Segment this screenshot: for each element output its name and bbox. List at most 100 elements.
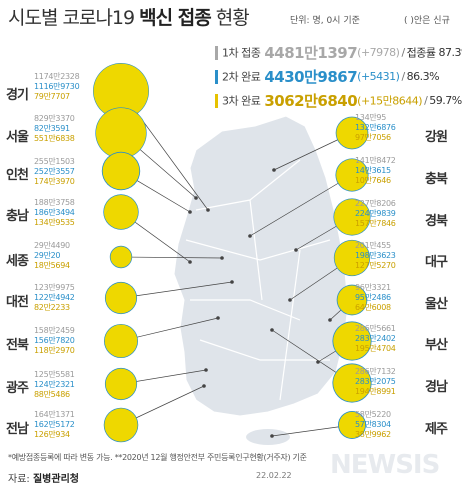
legend-bar (215, 69, 218, 84)
stat-d2: 162만5172 (34, 420, 75, 429)
leader-dot (216, 316, 220, 320)
bubble-dose3-대구 (334, 240, 370, 276)
region-label: 전남 (6, 422, 29, 437)
stat-d3: 157만7846 (355, 219, 396, 228)
stat-d3: 118만2970 (34, 346, 75, 355)
jeju-island-shape (246, 429, 290, 445)
region-label: 제주 (425, 422, 448, 437)
region-stats: 286만5661 283만2402 195만4704 (355, 324, 396, 354)
stat-d3: 127만5270 (355, 261, 396, 270)
bubbles (93, 63, 372, 443)
legend-bar (215, 93, 218, 108)
stat-d2: 124만2321 (34, 380, 75, 389)
region-label: 서울 (6, 130, 29, 145)
stat-d1: 123만9975 (34, 283, 75, 292)
stat-d2: 132만6876 (355, 123, 396, 132)
region-stats: 164만1371 162만5172 126만934 (34, 410, 75, 440)
leader-line (120, 281, 233, 299)
region-label: 충북 (425, 172, 448, 187)
source: 자료: 질병관리청 (8, 474, 79, 485)
stat-d3: 38만9962 (355, 430, 391, 439)
stat-d2: 252만3557 (34, 167, 75, 176)
unit-note: 단위: 명, 0시 기준 (290, 16, 360, 26)
leader-dot (248, 234, 252, 238)
stat-d1: 286만5661 (355, 324, 396, 333)
legend-dose3: 3차 완료 3062만6840(+15만8644)/59.7% (215, 90, 462, 110)
stat-d2: 95만2486 (355, 293, 391, 302)
stat-d1: 58만5220 (355, 410, 391, 419)
stat-d2: 14만3615 (355, 166, 391, 175)
region-label: 경남 (425, 380, 448, 395)
stat-d1: 829만3370 (34, 114, 75, 123)
stat-d3: 88만5486 (34, 390, 70, 399)
bubble-dose3-충남 (103, 194, 139, 230)
bubble-dose3-부산 (333, 322, 371, 360)
region-stats: 255만1503 252만3557 174만3970 (34, 157, 75, 187)
page-title: 시도별 코로나19 백신 접종 현황 (8, 7, 250, 29)
bubble-dose3-인천 (102, 152, 140, 190)
bubble-dose3-충북 (336, 159, 368, 191)
stat-d3: 174만3970 (34, 177, 75, 186)
bubble-dose3-경남 (333, 364, 371, 402)
stat-d3: 134만9535 (34, 218, 75, 227)
region-label: 인천 (6, 168, 29, 183)
leader-dot (188, 210, 192, 214)
stat-d2: 156만7820 (34, 336, 75, 345)
leader-dot (202, 384, 206, 388)
leader-line (249, 174, 353, 237)
leader-dot (194, 196, 198, 200)
leader-dot (328, 318, 332, 322)
stat-d2: 57만8304 (355, 420, 391, 429)
region-stats: 141만8472 14만3615 10만7646 (355, 156, 396, 186)
region-label: 대구 (425, 255, 448, 270)
stat-d3: 551만6838 (34, 134, 75, 143)
bubble-dose3-경북 (334, 199, 370, 235)
stat-d1: 29만4490 (34, 241, 70, 250)
stat-d3: 126만934 (34, 430, 70, 439)
bubble-dose3-광주 (105, 368, 137, 400)
leader-dot (288, 298, 292, 302)
stat-d2: 29만20 (34, 251, 61, 260)
region-label: 세종 (6, 254, 29, 269)
stat-d1: 96만3321 (355, 283, 391, 292)
bubble-dose3-서울 (95, 107, 147, 159)
stat-d3: 10만7646 (355, 176, 391, 185)
region-stats: 58만5220 57만8304 38만9962 (355, 410, 391, 440)
stat-d3: 18만5694 (34, 261, 70, 270)
leader-dot (270, 434, 274, 438)
region-stats: 286만7132 283만2075 194만8991 (355, 367, 396, 397)
bubble-dose3-강원 (336, 117, 368, 149)
stat-d1: 125만5581 (34, 370, 75, 379)
stat-d2: 1116만9730 (34, 82, 80, 91)
leader-dot (188, 260, 192, 264)
stat-d3: 82만2233 (34, 303, 70, 312)
stat-d1: 141만8472 (355, 156, 396, 165)
region-stats: 29만4490 29만20 18만5694 (34, 241, 70, 271)
leader-dot (294, 248, 298, 252)
stat-d1: 134만95 (355, 113, 387, 122)
bubble-dose3-전남 (104, 408, 138, 442)
date: 22.02.22 (256, 471, 292, 480)
region-stats: 227만8206 224만9839 157만7846 (355, 199, 396, 229)
leader-dot (204, 368, 208, 372)
region-stats: 123만9975 122만4942 82만2233 (34, 283, 75, 313)
stat-d1: 188만3758 (34, 198, 75, 207)
footnote: *예방접종등록에 따라 변동 가능. **2020년 12월 행정안전부 주민등… (8, 453, 307, 462)
legend-dose2: 2차 완료 4430만9867(+5431)/86.3% (215, 66, 440, 86)
region-label: 부산 (425, 338, 448, 353)
stat-d3: 194만8991 (355, 387, 396, 396)
region-stats: 96만3321 95만2486 64만6008 (355, 283, 391, 313)
bubble-dose3-울산 (337, 285, 367, 315)
region-label: 경북 (425, 214, 448, 229)
region-label: 대전 (6, 295, 29, 310)
stat-d2: 224만9839 (355, 209, 396, 218)
bubble-dose3-경기 (93, 63, 149, 119)
legend-bar (215, 45, 218, 60)
leader-dot (206, 208, 210, 212)
bubble-dose3-세종 (110, 246, 132, 268)
watermark: NEWSIS (330, 450, 440, 480)
stat-d1: 158만2459 (34, 326, 75, 335)
